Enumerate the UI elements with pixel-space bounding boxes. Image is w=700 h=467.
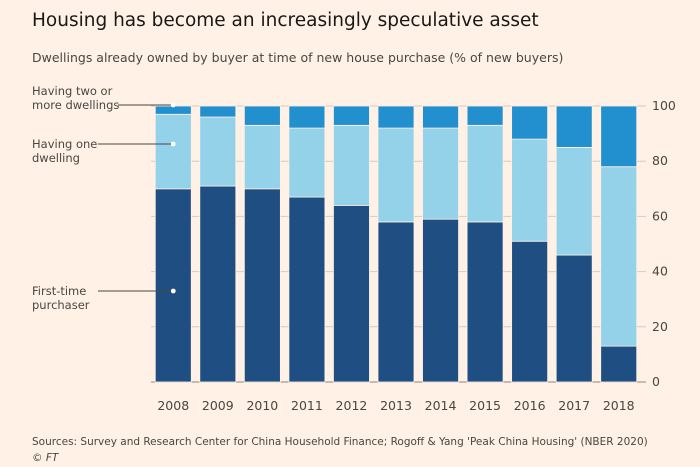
chart-title: Housing has become an increasingly specu…: [32, 10, 539, 31]
bar-segment: [154, 113, 192, 190]
bar-segment: [199, 105, 237, 118]
x-tick-label: 2017: [558, 398, 590, 413]
annotation-dot: [170, 141, 176, 147]
bar-segment: [377, 127, 415, 223]
x-tick-label: 2012: [336, 398, 368, 413]
bar-segment: [288, 105, 326, 129]
ft-credit: © FT: [32, 452, 59, 464]
x-tick-label: 2010: [246, 398, 278, 413]
annotation-dot: [170, 102, 176, 108]
bar-segment: [243, 105, 281, 126]
y-tick-label: 60: [652, 208, 668, 223]
y-tick-label: 100: [652, 98, 676, 113]
bar-segment: [333, 124, 370, 206]
source-note: Sources: Survey and Research Center for …: [32, 436, 648, 448]
x-tick-label: 2018: [603, 398, 635, 413]
bar-segment: [243, 188, 281, 383]
chart-subtitle: Dwellings already owned by buyer at time…: [32, 50, 564, 65]
bar-segment: [333, 204, 370, 383]
bar-segment: [422, 105, 459, 129]
series-label: Having two or more dwellings: [32, 84, 119, 112]
bar-segment: [466, 105, 504, 126]
x-tick-label: 2009: [202, 398, 234, 413]
bar-segment: [511, 138, 549, 242]
bar-segment: [333, 105, 370, 126]
x-tick-label: 2013: [380, 398, 412, 413]
bar-segment: [555, 146, 593, 256]
bar-segment: [600, 166, 638, 347]
bar-segment: [466, 221, 504, 383]
y-tick-label: 40: [652, 264, 668, 279]
series-label: First-time purchaser: [32, 284, 90, 312]
x-tick-label: 2014: [425, 398, 457, 413]
bar-segment: [600, 105, 638, 168]
bar-segment: [199, 116, 237, 187]
x-tick-label: 2011: [291, 398, 323, 413]
bar-segment: [377, 105, 415, 129]
y-tick-label: 0: [652, 374, 660, 389]
bar-segment: [422, 127, 459, 220]
bar-segment: [199, 185, 237, 383]
bar-segment: [511, 105, 549, 140]
bar-segment: [555, 254, 593, 383]
y-tick-label: 20: [652, 319, 668, 334]
bar-segment: [288, 196, 326, 383]
bar-segment: [154, 188, 192, 383]
bar-segment: [511, 240, 549, 383]
x-tick-label: 2008: [157, 398, 189, 413]
annotation-dot: [170, 288, 176, 294]
bar-segment: [600, 345, 638, 383]
bar-segment: [466, 124, 504, 223]
y-tick-label: 80: [652, 153, 668, 168]
x-tick-label: 2015: [469, 398, 501, 413]
bar-segment: [243, 124, 281, 190]
bar-segment: [555, 105, 593, 148]
bar-segment: [377, 221, 415, 383]
x-tick-label: 2016: [514, 398, 546, 413]
bar-segment: [288, 127, 326, 198]
series-label: Having one dwelling: [32, 137, 97, 165]
bar-segment: [422, 218, 459, 383]
